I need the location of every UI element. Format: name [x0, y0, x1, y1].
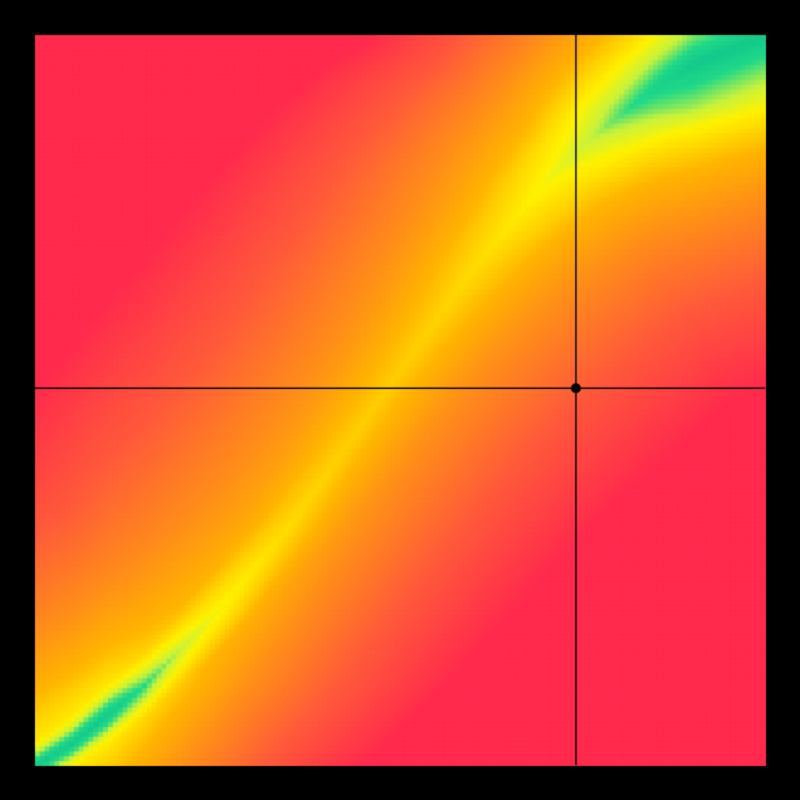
bottleneck-heatmap [0, 0, 800, 800]
chart-container: TheBottleneck.com [0, 0, 800, 800]
